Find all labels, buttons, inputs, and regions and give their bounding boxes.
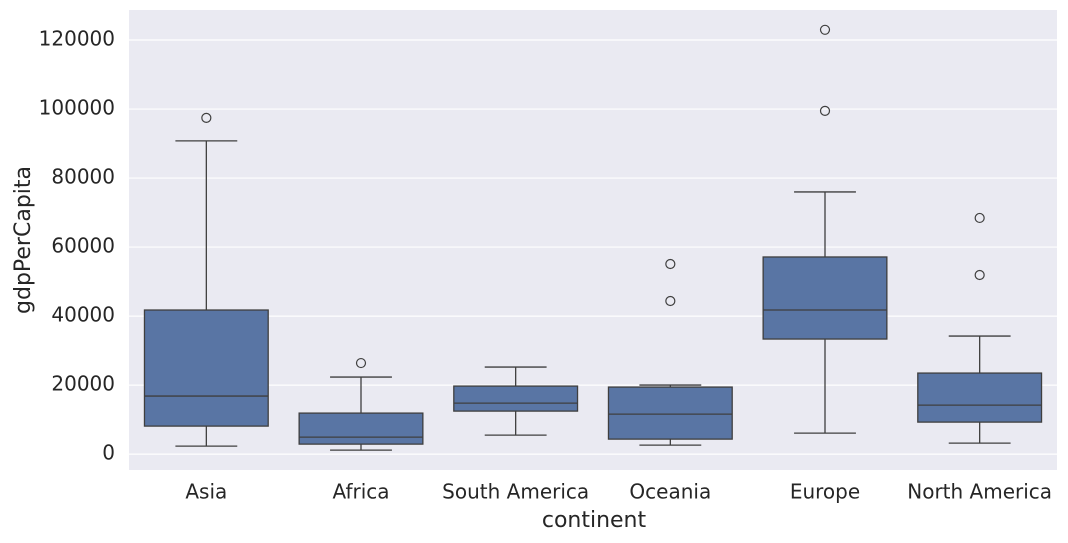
box [917, 372, 1043, 423]
y-tick-label: 60000 [51, 234, 115, 258]
box [143, 309, 269, 427]
y-tick-label: 100000 [39, 96, 115, 120]
outlier [819, 24, 831, 35]
plot-area [129, 10, 1057, 470]
box [607, 386, 733, 440]
x-tick-label: Oceania [629, 480, 711, 504]
box [762, 256, 888, 340]
x-tick-label: Europe [790, 480, 860, 504]
x-tick-label: South America [442, 480, 589, 504]
x-axis-label: continent [542, 508, 647, 533]
box [453, 385, 579, 412]
box [298, 412, 424, 445]
outlier [665, 258, 676, 270]
x-tick-label: Asia [185, 480, 227, 504]
y-tick-label: 20000 [51, 372, 115, 396]
y-tick-label: 80000 [51, 165, 115, 189]
y-axis-label: gdpPerCapita [11, 166, 36, 314]
outlier [665, 295, 676, 307]
y-tick-label: 120000 [39, 27, 115, 51]
outlier [974, 212, 985, 224]
y-tick-label: 0 [102, 441, 115, 465]
x-tick-label: North America [907, 480, 1052, 504]
outlier [355, 357, 367, 369]
outlier [201, 112, 212, 123]
outlier [819, 105, 831, 116]
outlier [974, 269, 985, 281]
y-tick-label: 40000 [51, 303, 115, 327]
x-tick-label: Africa [332, 480, 389, 504]
